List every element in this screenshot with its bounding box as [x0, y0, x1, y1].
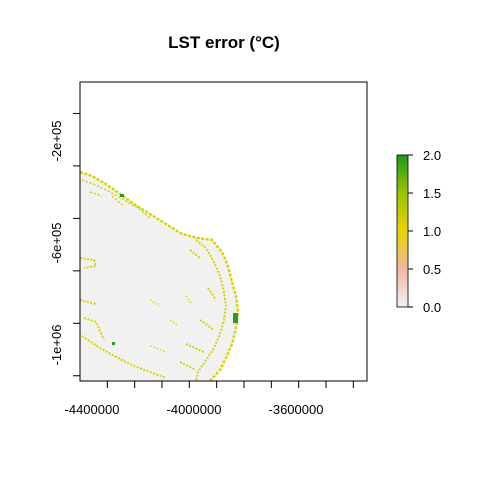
y-tick-label: -6e+05 [49, 223, 64, 264]
legend-tick-label: 0.5 [423, 262, 441, 277]
error-contour-north [81, 179, 151, 219]
high-error-spot [112, 342, 115, 345]
y-tick-label: -1e+06 [49, 325, 64, 366]
legend-tick-label: 1.0 [423, 224, 441, 239]
error-contour-west [80, 257, 167, 379]
x-tick-label: -4000000 [167, 402, 222, 417]
land-mass [80, 172, 238, 381]
legend-tick-label: 0.0 [423, 300, 441, 315]
y-axis: -2e+05 -6e+05 -1e+06 [49, 89, 81, 377]
x-axis-ticks [106, 381, 354, 388]
error-contour-inland [115, 295, 193, 363]
x-tick-label: -3600000 [269, 402, 324, 417]
high-error-spot [120, 194, 124, 197]
error-contour-coast [80, 170, 240, 381]
y-tick-label: -2e+05 [49, 121, 64, 162]
high-error-spot [233, 313, 238, 323]
x-tick-label: -4400000 [65, 402, 120, 417]
raster-layer [80, 170, 240, 381]
legend-colorbar [396, 154, 409, 308]
legend-ticks [408, 154, 413, 308]
map-title: LST error (°C) [168, 33, 280, 52]
x-axis: -4400000 -4000000 -3600000 [65, 380, 354, 417]
y-axis-ticks [73, 112, 80, 377]
error-contour-east [179, 239, 228, 381]
legend-tick-label: 2.0 [423, 148, 441, 163]
legend-tick-label: 1.5 [423, 186, 441, 201]
color-legend: 2.0 1.5 1.0 0.5 0.0 [396, 148, 441, 315]
